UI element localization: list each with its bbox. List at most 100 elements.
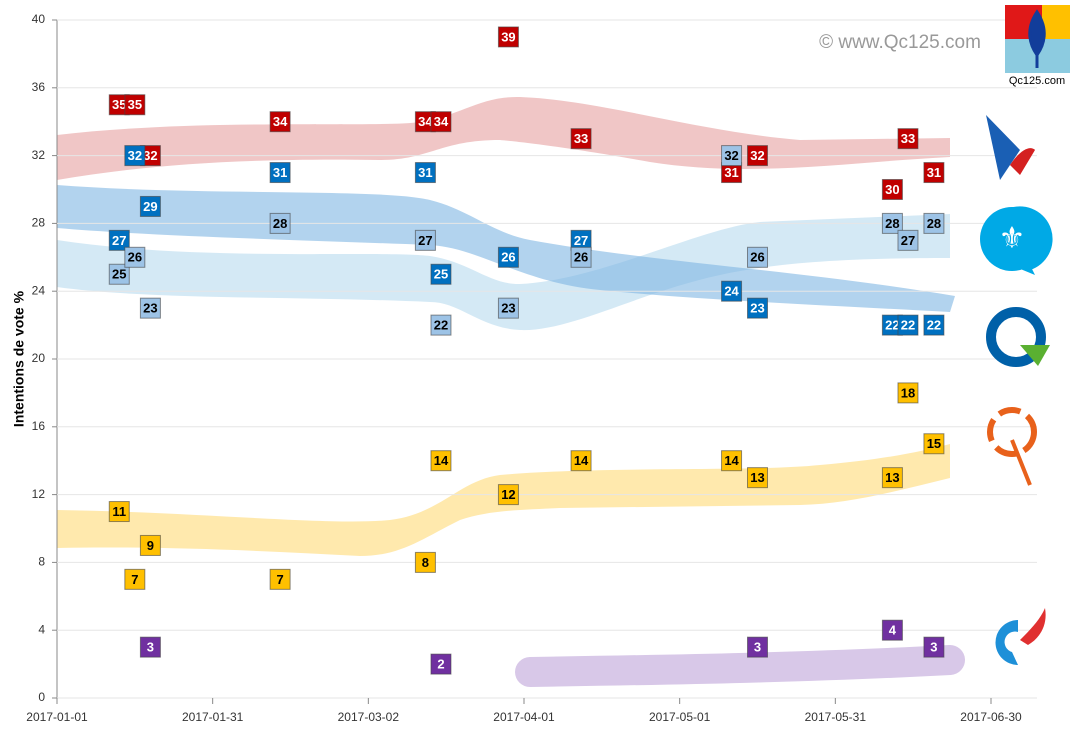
- y-tick-label: 32: [32, 148, 46, 162]
- data-label: 3: [930, 640, 937, 655]
- data-label: 32: [143, 148, 157, 163]
- data-label: 32: [128, 148, 142, 163]
- marker: [923, 433, 945, 455]
- data-label: 14: [724, 453, 739, 468]
- data-label: 35: [128, 97, 142, 112]
- logo: [1010, 148, 1035, 175]
- data-label: 27: [112, 233, 126, 248]
- x-tick-label: 2017-01-31: [182, 710, 244, 724]
- logo: [1042, 5, 1070, 39]
- data-label: 7: [131, 572, 138, 587]
- data-label: 13: [750, 470, 764, 485]
- marker: [881, 467, 903, 489]
- logo: [1028, 9, 1046, 68]
- axes: [56, 19, 1037, 699]
- marker: [139, 534, 161, 556]
- data-label: 27: [418, 233, 432, 248]
- data-label: 11: [112, 504, 126, 519]
- band: [57, 96, 950, 180]
- y-tick-label: 36: [32, 80, 46, 94]
- marker: [923, 162, 945, 184]
- data-label: 32: [750, 148, 764, 163]
- marker: [430, 263, 452, 285]
- marker: [124, 145, 146, 167]
- x-tick-label: 2017-01-01: [26, 710, 88, 724]
- y-tick-label: 4: [38, 622, 45, 636]
- data-label: 33: [574, 131, 588, 146]
- data-label: 25: [434, 267, 448, 282]
- x-tick-label: 2017-03-02: [338, 710, 400, 724]
- x-tick-label: 2017-04-01: [493, 710, 555, 724]
- y-tick-label: 8: [38, 555, 45, 569]
- marker: [414, 162, 436, 184]
- logo: [1020, 608, 1046, 645]
- data-label: 23: [501, 301, 515, 316]
- logo: [986, 115, 1020, 180]
- marker: [269, 568, 291, 590]
- data-label: 3: [147, 640, 154, 655]
- data-label: 14: [574, 453, 589, 468]
- y-tick-label: 12: [32, 487, 46, 501]
- marker: [897, 314, 919, 336]
- marker: [747, 145, 768, 167]
- marker: [497, 297, 519, 319]
- data-label: 31: [927, 165, 941, 180]
- logo: [995, 620, 1018, 665]
- data-label: 23: [143, 301, 157, 316]
- data-label: 35: [112, 97, 126, 112]
- y-tick-label: 16: [32, 419, 46, 433]
- data-label: 2: [437, 657, 444, 672]
- data-label: 34: [273, 114, 288, 129]
- logo: [1020, 345, 1050, 366]
- marker: [897, 128, 919, 150]
- marker: [139, 636, 161, 658]
- data-label: 28: [885, 216, 899, 231]
- data-label: 9: [147, 538, 154, 553]
- marker: [497, 246, 519, 268]
- data-label: 22: [927, 318, 941, 333]
- marker: [124, 246, 146, 268]
- data-label: 26: [128, 250, 142, 265]
- marker: [430, 111, 452, 133]
- marker: [430, 653, 452, 675]
- data-label: 33: [901, 131, 915, 146]
- marker: [881, 619, 903, 641]
- marker: [570, 246, 592, 268]
- logo-text: Qc125.com: [1009, 75, 1065, 87]
- watermark: © www.Qc125.com: [819, 32, 981, 53]
- marker: [897, 382, 919, 404]
- data-label: 24: [724, 284, 739, 299]
- marker: [897, 229, 919, 251]
- marker: [414, 551, 436, 573]
- x-tick-label: 2017-05-31: [805, 710, 867, 724]
- marker: [430, 450, 452, 472]
- logo: [987, 407, 1037, 457]
- marker: [497, 26, 519, 48]
- marker: [124, 94, 146, 116]
- marker: [747, 246, 768, 268]
- y-tick-label: 40: [32, 12, 46, 26]
- logo: [1018, 265, 1035, 275]
- marker: [881, 179, 903, 200]
- data-label: 13: [885, 470, 899, 485]
- band: [515, 645, 965, 687]
- marker: [269, 111, 291, 133]
- data-label: 27: [901, 233, 915, 248]
- marker: [747, 297, 768, 319]
- y-tick-label: 20: [32, 351, 46, 365]
- marker: [108, 263, 130, 285]
- band: [57, 214, 950, 331]
- marker: [721, 450, 743, 472]
- logo: [980, 207, 1044, 271]
- marker: [108, 501, 130, 523]
- y-tick-label: 24: [32, 283, 46, 297]
- marker: [923, 314, 945, 336]
- data-label: 34: [434, 114, 449, 129]
- data-label: 31: [273, 165, 287, 180]
- data-label: 22: [901, 318, 915, 333]
- logos: Qc125.com ⚜: [980, 5, 1070, 665]
- data-label: 12: [501, 487, 515, 502]
- data-label: 3: [754, 640, 761, 655]
